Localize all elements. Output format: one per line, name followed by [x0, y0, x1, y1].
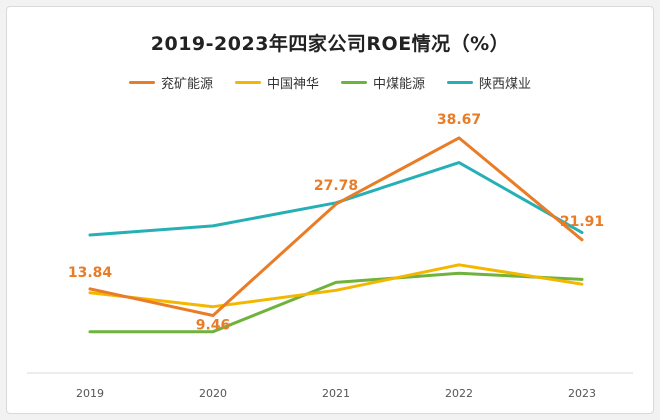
legend-label: 中煤能源	[373, 77, 426, 92]
legend-swatch	[128, 81, 155, 84]
data-label: 21.91	[560, 214, 604, 230]
x-tick-label: 2021	[322, 387, 350, 400]
x-tick-label: 2020	[199, 387, 227, 400]
x-tick-label: 2023	[568, 387, 596, 400]
legend-item-shaanxi: 陕西煤业	[447, 73, 531, 92]
series-line	[88, 161, 584, 237]
series-line	[88, 263, 584, 309]
data-label: 9.46	[196, 317, 231, 333]
legend-swatch	[234, 81, 261, 84]
legend-label: 兖矿能源	[160, 77, 213, 92]
plot-area: 2019 2020 2021 2022 2023 13.84 9.46 27.78 38.67 2…	[27, 112, 633, 400]
data-label: 38.67	[437, 112, 481, 128]
chart-frame: 2019-2023年四家公司ROE情况（%） 兖矿能源 中国神华 中煤能源 陕西…	[6, 6, 654, 414]
data-label: 13.84	[68, 265, 113, 281]
legend-item-yankuang: 兖矿能源	[128, 73, 213, 92]
series-line	[88, 136, 584, 317]
legend-swatch	[447, 81, 474, 84]
legend-item-shenhua: 中国神华	[234, 73, 319, 92]
legend-label: 陕西煤业	[479, 77, 532, 92]
legend-label: 中国神华	[266, 77, 319, 92]
legend-swatch	[341, 81, 367, 84]
series-line	[88, 271, 584, 334]
x-tick-label: 2019	[76, 387, 104, 400]
x-tick-label: 2022	[445, 387, 473, 400]
legend-item-zhongmei: 中煤能源	[341, 73, 425, 92]
chart-legend: 兖矿能源 中国神华 中煤能源 陕西煤业	[7, 73, 653, 92]
chart-title: 2019-2023年四家公司ROE情况（%）	[150, 33, 510, 55]
data-label: 27.78	[314, 178, 358, 194]
